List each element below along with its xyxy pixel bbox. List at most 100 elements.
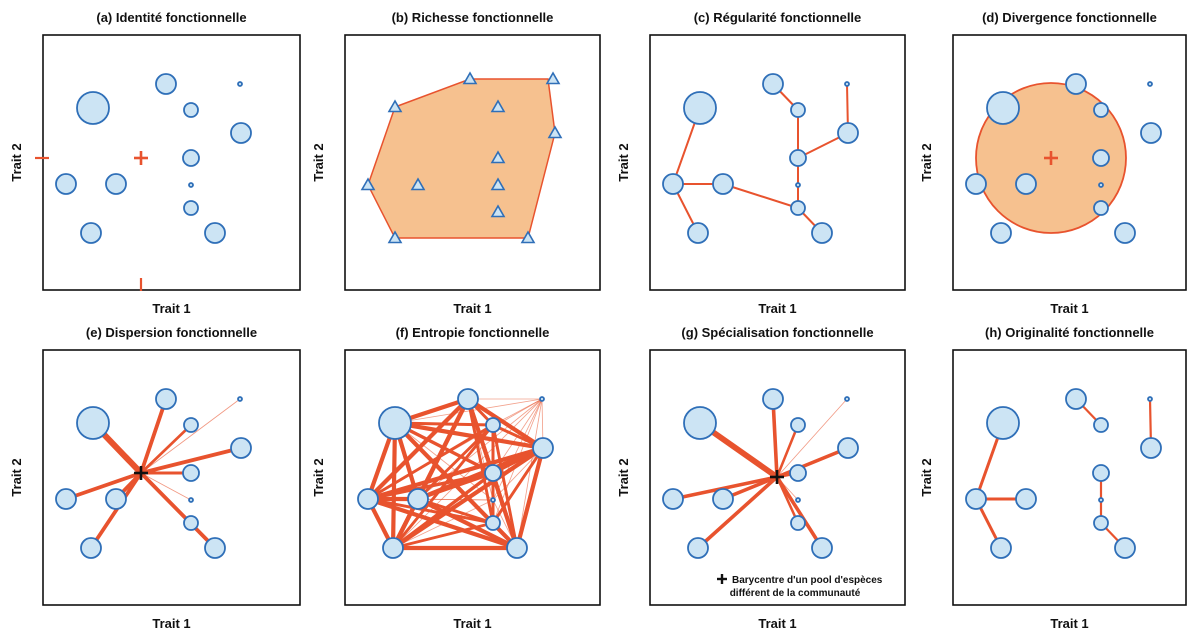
a-species-10 <box>105 173 127 195</box>
plot-area-e <box>55 388 252 559</box>
panel-frame-f <box>344 349 601 606</box>
g-species-6 <box>789 464 807 482</box>
e-species-3 <box>183 417 199 433</box>
g-species-1 <box>683 406 717 440</box>
c-species-1 <box>683 91 717 125</box>
plot-area-b <box>360 71 563 244</box>
dispersion-line-3 <box>139 423 193 475</box>
dispersion-line-7 <box>140 472 192 501</box>
f-species-12 <box>506 537 528 559</box>
h-species-2 <box>1065 388 1087 410</box>
h-species-11 <box>990 537 1012 559</box>
f-species-3 <box>485 417 501 433</box>
panel-frame-g <box>649 349 906 606</box>
e-species-6 <box>182 464 200 482</box>
dispersion-line-12 <box>139 471 217 550</box>
e-species-10 <box>105 488 127 510</box>
dispersion-line-5 <box>140 398 241 474</box>
entropy-link-5-9 <box>367 398 543 500</box>
a-species-7 <box>188 182 194 188</box>
panel-h: (h) Originalité fonctionnelle Trait 1 Trai… <box>919 325 1187 631</box>
e-species-2 <box>155 388 177 410</box>
d-species-3 <box>1093 102 1109 118</box>
d-species-7 <box>1098 182 1104 188</box>
panel-title-b: (b) Richesse fonctionnelle <box>392 10 554 25</box>
dispersion-line-2 <box>139 397 168 475</box>
h-species-4 <box>1140 437 1162 459</box>
b-species-3 <box>545 71 561 85</box>
panel-title-f: (f) Entropie fonctionnelle <box>396 325 550 340</box>
b-species-8 <box>410 177 426 191</box>
h-species-12 <box>1114 537 1136 559</box>
panel-frame-d <box>952 34 1187 291</box>
x-axis-label-f: Trait 1 <box>453 616 491 631</box>
b-species-2 <box>462 71 478 85</box>
a-species-5 <box>237 81 243 87</box>
h-species-9 <box>965 488 987 510</box>
h-species-6 <box>1092 464 1110 482</box>
e-species-9 <box>55 488 77 510</box>
a-species-12 <box>204 222 226 244</box>
entropy-link-3-11 <box>391 423 495 550</box>
convex-hull <box>367 78 556 239</box>
panel-title-g: (g) Spécialisation fonctionnelle <box>681 325 873 340</box>
plot-area-h <box>965 388 1162 559</box>
g-species-5 <box>844 396 850 402</box>
b-species-10 <box>490 204 506 218</box>
c-species-6 <box>789 149 807 167</box>
plot-area-a <box>35 73 252 291</box>
y-axis-label-f: Trait 2 <box>311 458 326 496</box>
dispersion-line-4 <box>139 446 243 475</box>
a-species-8 <box>183 200 199 216</box>
entropy-link-7-10 <box>417 498 494 501</box>
h-species-8 <box>1093 515 1109 531</box>
e-species-1 <box>76 406 110 440</box>
f-species-4 <box>532 437 554 459</box>
d-species-9 <box>965 173 987 195</box>
community-mean-marker <box>134 151 148 165</box>
panel-f: (f) Entropie fonctionnelle Trait 1 Trait 2 <box>311 325 601 631</box>
b-species-5 <box>547 125 563 139</box>
f-species-1 <box>378 406 412 440</box>
h-species-5 <box>1147 396 1153 402</box>
d-species-11 <box>990 222 1012 244</box>
e-species-4 <box>230 437 252 459</box>
b-species-11 <box>387 230 403 244</box>
a-species-11 <box>80 222 102 244</box>
panel-frame-c <box>649 34 906 291</box>
entropy-link-9-12 <box>365 496 520 551</box>
plot-area-f <box>357 388 554 559</box>
c-species-3 <box>790 102 806 118</box>
g-species-10 <box>712 488 734 510</box>
entropy-link-5-12 <box>516 398 543 549</box>
entropy-link-6-9 <box>366 471 495 501</box>
b-species-7 <box>490 177 506 191</box>
d-species-6 <box>1092 149 1110 167</box>
plot-area-d <box>965 73 1162 244</box>
g-species-11 <box>687 537 709 559</box>
pool-barycentre-marker <box>770 470 784 484</box>
entropy-link-4-12 <box>514 445 546 551</box>
entropy-link-1-4 <box>392 420 546 451</box>
x-axis-label-c: Trait 1 <box>758 301 796 316</box>
d-species-8 <box>1093 200 1109 216</box>
specialisation-line-5 <box>776 398 848 478</box>
panel-frame-a <box>42 34 301 291</box>
panel-title-d: (d) Divergence fonctionnelle <box>982 10 1157 25</box>
c-species-4 <box>837 122 859 144</box>
entropy-link-5-10 <box>417 398 543 500</box>
c-species-11 <box>687 222 709 244</box>
legend-line-2: différent de la communauté <box>730 588 861 599</box>
entropy-link-3-12 <box>491 423 519 550</box>
panel-title-c: (c) Régularité fonctionnelle <box>694 10 862 25</box>
panel-d: (d) Divergence fonctionnelle Trait 1 Trait… <box>919 10 1187 316</box>
panel-title-e: (e) Dispersion fonctionnelle <box>86 325 257 340</box>
c-species-9 <box>662 173 684 195</box>
entropy-link-4-8 <box>491 446 545 525</box>
d-species-2 <box>1065 73 1087 95</box>
b-species-9 <box>360 177 376 191</box>
a-species-6 <box>182 149 200 167</box>
panel-frame-h <box>952 349 1187 606</box>
f-species-6 <box>484 464 502 482</box>
f-species-7 <box>490 497 496 503</box>
